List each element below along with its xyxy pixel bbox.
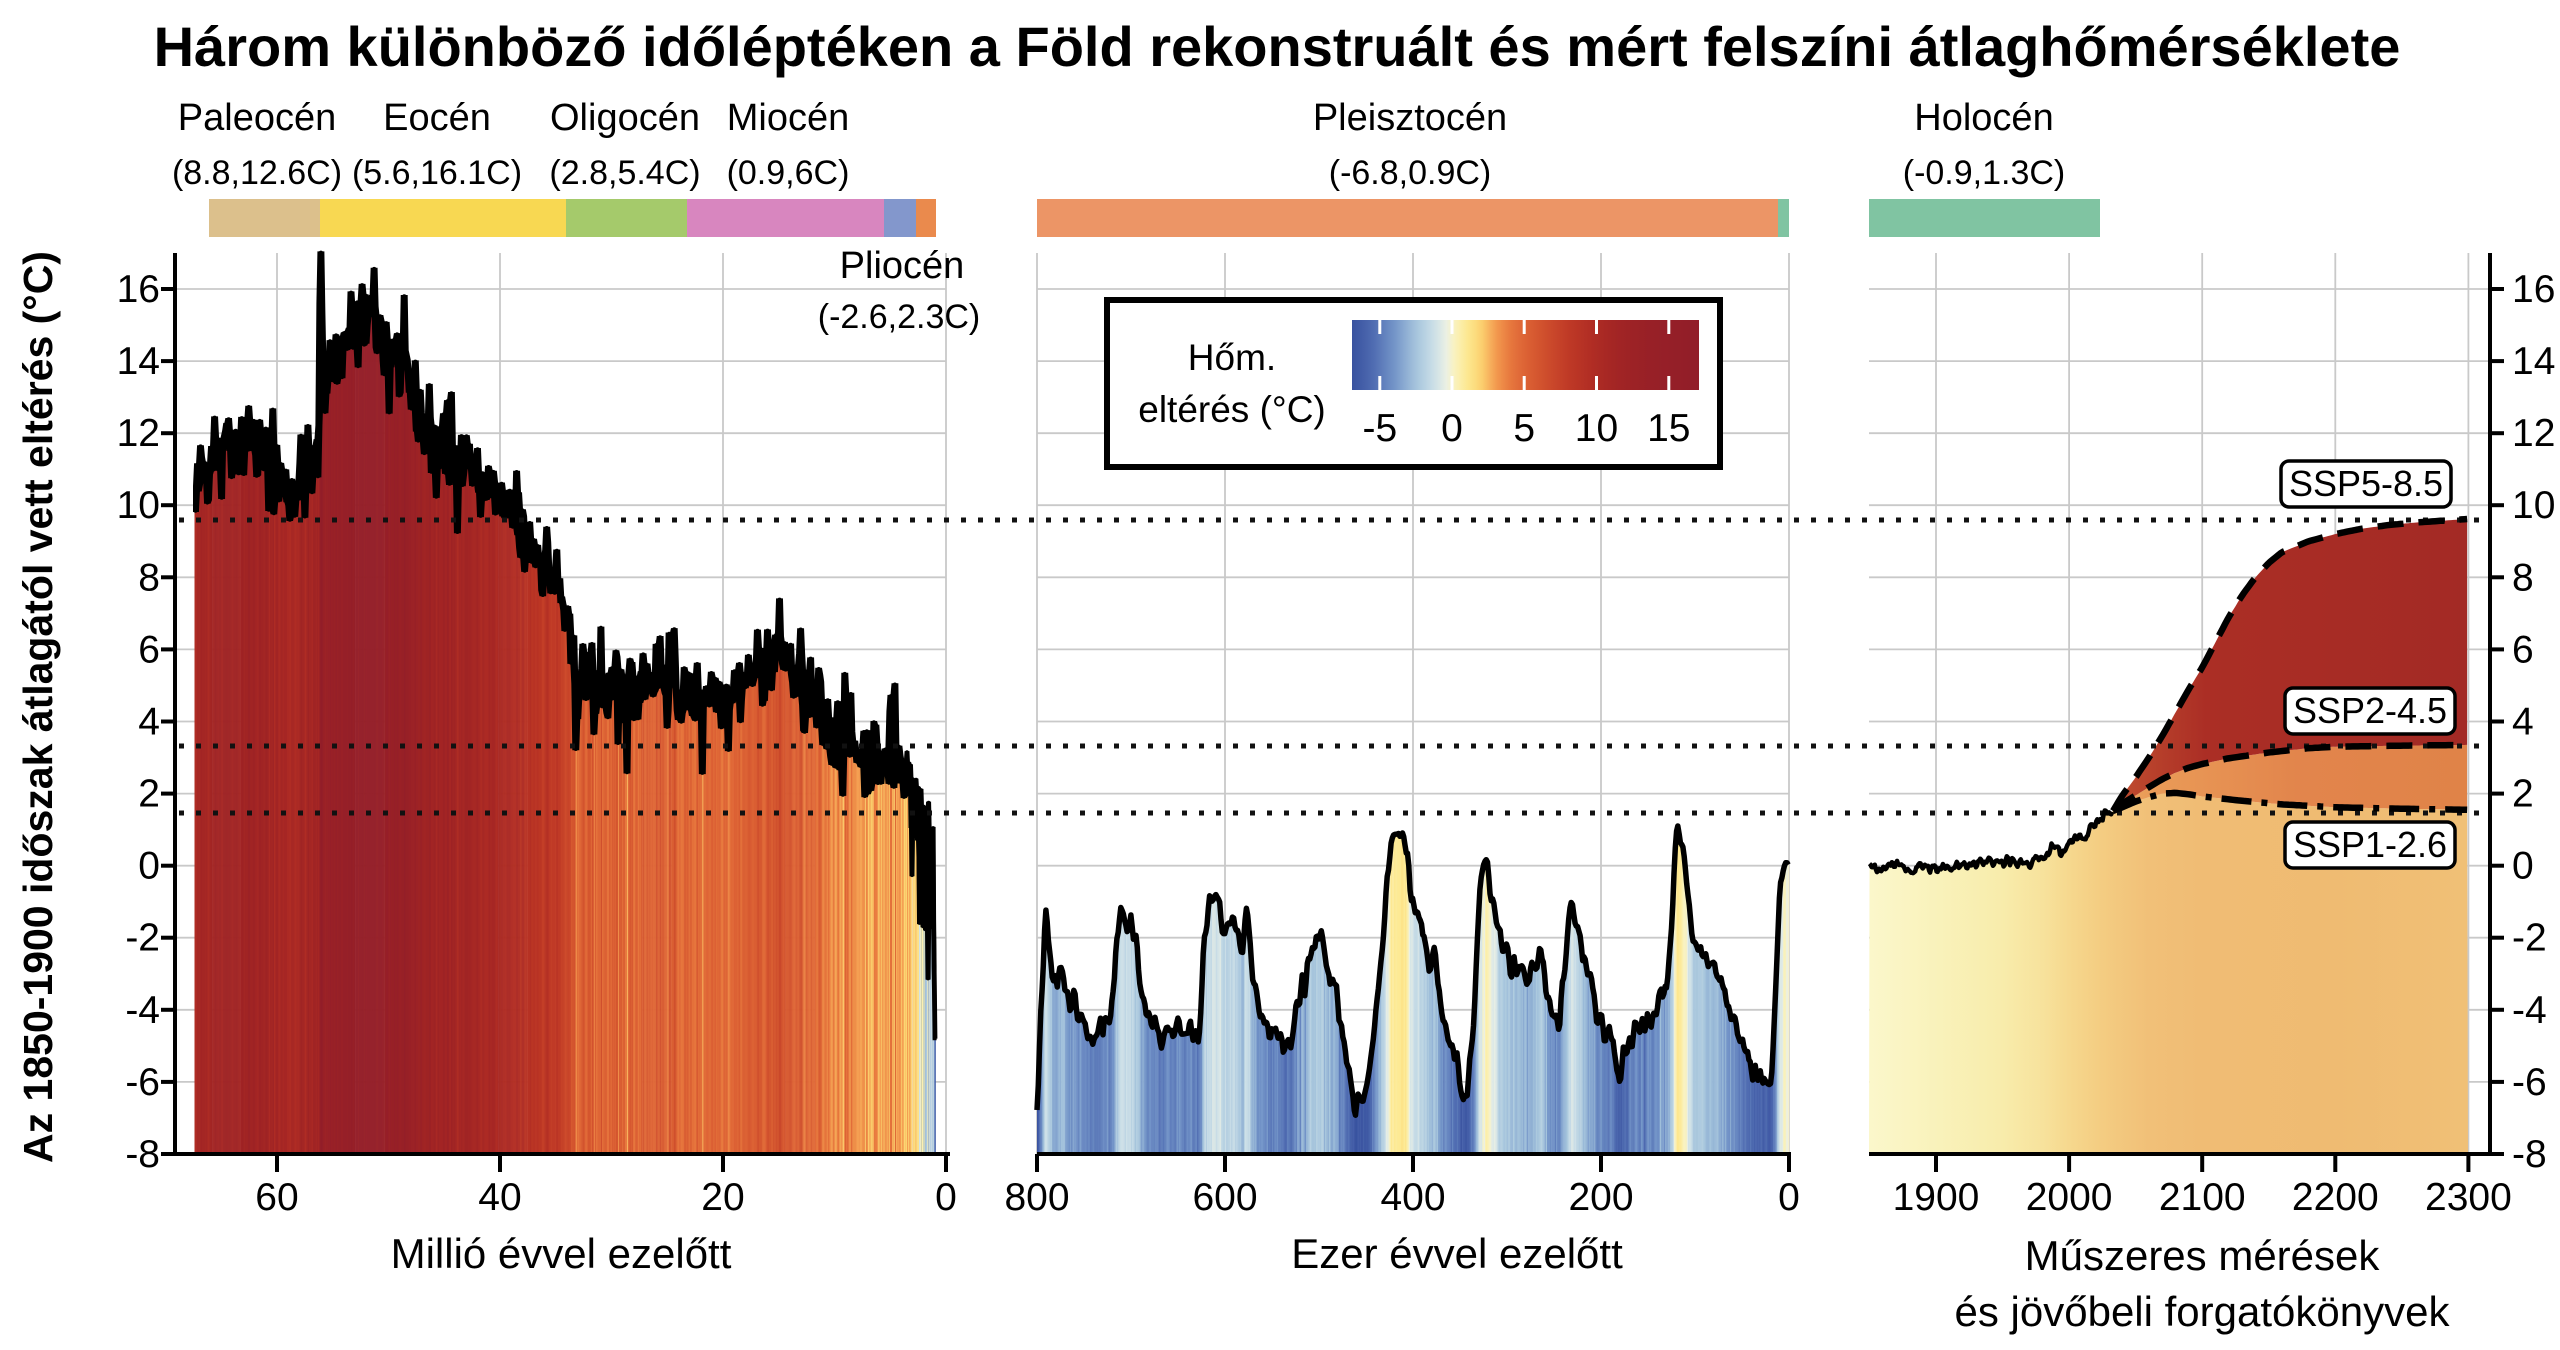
svg-text:60: 60 [255,1176,298,1219]
svg-text:600: 600 [1192,1176,1257,1219]
svg-text:-8: -8 [2512,1133,2547,1176]
svg-text:-5: -5 [1362,407,1397,450]
svg-text:(-6.8,0.9C): (-6.8,0.9C) [1329,154,1492,192]
svg-text:-6: -6 [2512,1061,2547,1104]
svg-text:(8.8,12.6C): (8.8,12.6C) [172,154,342,192]
svg-text:4: 4 [2512,701,2534,744]
svg-text:eltérés (°C): eltérés (°C) [1138,389,1326,430]
svg-text:Oligocén: Oligocén [550,97,700,139]
svg-text:Pleisztocén: Pleisztocén [1313,97,1507,139]
svg-text:1900: 1900 [1893,1176,1980,1219]
svg-text:0: 0 [935,1176,957,1219]
svg-text:15: 15 [1647,407,1690,450]
svg-text:Paleocén: Paleocén [178,97,336,139]
svg-text:-4: -4 [125,989,160,1032]
svg-text:Holocén: Holocén [1914,97,2053,139]
svg-text:4: 4 [138,701,160,744]
svg-text:16: 16 [117,268,160,311]
svg-text:2200: 2200 [2292,1176,2379,1219]
svg-text:Három különböző időléptéken a: Három különböző időléptéken a Föld rekon… [154,15,2401,78]
svg-text:Ezer évvel ezelőtt: Ezer évvel ezelőtt [1291,1230,1623,1277]
svg-text:SSP1-2.6: SSP1-2.6 [2293,824,2447,865]
svg-text:-2: -2 [125,917,160,960]
svg-text:Műszeres mérések: Műszeres mérések [2025,1232,2381,1279]
svg-text:-8: -8 [125,1133,160,1176]
svg-text:2: 2 [138,773,160,816]
svg-text:12: 12 [117,412,160,455]
svg-text:10: 10 [2512,484,2555,527]
svg-text:6: 6 [2512,628,2534,671]
svg-text:SSP5-8.5: SSP5-8.5 [2289,463,2443,504]
svg-text:10: 10 [1575,407,1618,450]
svg-text:8: 8 [138,556,160,599]
svg-text:8: 8 [2512,556,2534,599]
svg-text:Miocén: Miocén [727,97,850,139]
svg-text:Hőm.: Hőm. [1188,337,1276,378]
svg-text:2100: 2100 [2159,1176,2246,1219]
svg-text:16: 16 [2512,268,2555,311]
svg-text:10: 10 [117,484,160,527]
svg-text:(2.8,5.4C): (2.8,5.4C) [549,154,700,192]
svg-text:2300: 2300 [2425,1176,2512,1219]
svg-text:-4: -4 [2512,989,2547,1032]
svg-text:0: 0 [138,845,160,888]
svg-text:Eocén: Eocén [383,97,491,139]
svg-text:(5.6,16.1C): (5.6,16.1C) [352,154,522,192]
svg-text:2000: 2000 [2026,1176,2113,1219]
svg-text:2: 2 [2512,773,2534,816]
svg-text:(-2.6,2.3C): (-2.6,2.3C) [818,298,981,336]
svg-text:-2: -2 [2512,917,2547,960]
svg-text:800: 800 [1004,1176,1069,1219]
svg-text:-6: -6 [125,1061,160,1104]
svg-text:Pliocén: Pliocén [840,245,965,287]
svg-text:5: 5 [1513,407,1535,450]
svg-text:20: 20 [701,1176,744,1219]
svg-text:0: 0 [2512,845,2534,888]
svg-text:0: 0 [1778,1176,1800,1219]
svg-text:SSP2-4.5: SSP2-4.5 [2293,690,2447,731]
svg-text:(-0.9,1.3C): (-0.9,1.3C) [1903,154,2066,192]
svg-text:0: 0 [1441,407,1463,450]
svg-text:(0.9,6C): (0.9,6C) [727,154,850,192]
svg-text:400: 400 [1380,1176,1445,1219]
svg-text:200: 200 [1568,1176,1633,1219]
svg-text:6: 6 [138,628,160,671]
svg-text:12: 12 [2512,412,2555,455]
svg-text:14: 14 [2512,340,2555,383]
svg-text:Millió évvel ezelőtt: Millió évvel ezelőtt [391,1230,732,1277]
svg-text:14: 14 [117,340,160,383]
svg-text:és jövőbeli forgatókönyvek: és jövőbeli forgatókönyvek [1955,1288,2451,1335]
svg-text:Az 1850-1900 időszak átlagától: Az 1850-1900 időszak átlagától vett elté… [15,251,61,1163]
svg-text:40: 40 [478,1176,521,1219]
